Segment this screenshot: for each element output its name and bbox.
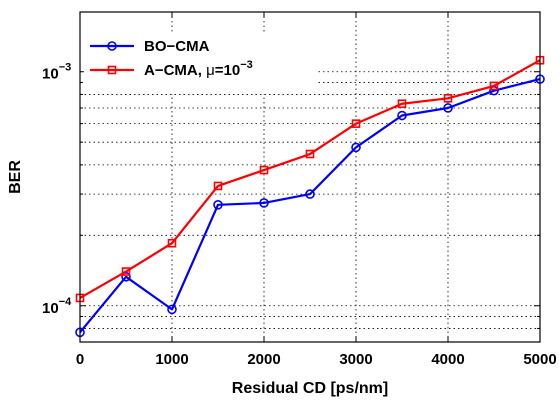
legend-box	[84, 34, 316, 94]
y-tick-label: 10−3	[42, 62, 71, 83]
y-tick-label-base: 10	[42, 66, 59, 83]
data-point-0	[167, 304, 177, 315]
series-line-0	[79, 78, 541, 334]
data-point-1	[259, 165, 269, 175]
legend-label-bo-cma: BO−CMA	[144, 38, 210, 55]
legend: BO−CMA A−CMA, μ=10−3	[84, 34, 316, 94]
legend-label-a-cma-mu: μ	[206, 62, 215, 79]
y-tick-label: 10−4	[42, 296, 72, 317]
y-tick-label-base: 10	[42, 300, 59, 317]
data-point-1	[443, 93, 453, 103]
data-point-1	[167, 238, 177, 248]
y-tick-label-exp: −4	[59, 296, 72, 308]
legend-marker-bo-cma	[107, 41, 117, 51]
legend-label-a-cma-exp: −3	[240, 59, 253, 71]
data-point-1	[213, 181, 223, 191]
data-point-0	[305, 189, 315, 199]
x-tick-label: 3000	[339, 351, 372, 368]
plot-frame	[79, 11, 541, 343]
data-point-1	[397, 99, 407, 109]
y-tick-label-exp: −3	[59, 62, 72, 74]
x-tick-labels: 0 1000 2000 3000 4000 5000	[76, 351, 557, 368]
series-line-1	[79, 59, 541, 299]
x-tick-label: 0	[76, 351, 84, 368]
y-axis-label: BER	[7, 160, 24, 194]
data-point-1	[351, 119, 361, 128]
legend-marker-a-cma	[107, 65, 117, 75]
x-tick-label: 4000	[431, 351, 464, 368]
data-point-0	[259, 198, 269, 208]
legend-label-a-cma-rest: =10	[215, 62, 240, 79]
y-tick-labels: 10−410−3	[42, 62, 72, 317]
legend-label-a-cma: A−CMA, μ=10−3	[144, 59, 253, 79]
legend-label-a-cma-prefix: A−CMA,	[144, 62, 206, 79]
x-tick-label: 5000	[523, 351, 556, 368]
x-tick-label: 2000	[247, 351, 280, 368]
data-point-1	[121, 267, 131, 276]
data-point-1	[489, 81, 499, 91]
data-point-0	[213, 200, 223, 210]
data-point-1	[305, 149, 315, 159]
data-series	[75, 55, 545, 338]
x-axis-label: Residual CD [ps/nm]	[232, 380, 388, 397]
data-point-0	[443, 103, 453, 113]
data-point-0	[351, 142, 361, 153]
x-tick-label: 1000	[155, 351, 188, 368]
data-point-0	[397, 110, 407, 121]
